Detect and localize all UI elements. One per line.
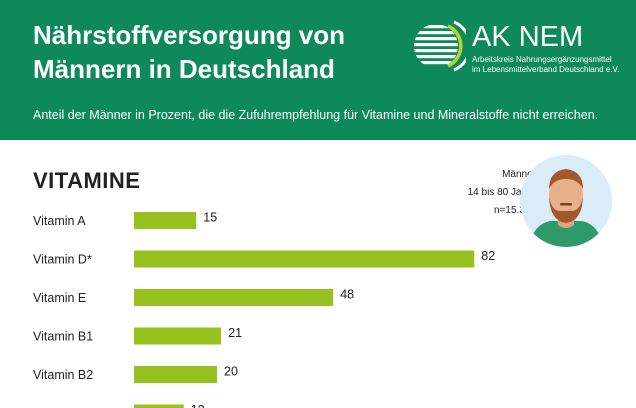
- value-label: 15: [203, 211, 217, 225]
- logo-subline-2: im Lebensmittelverband Deutschland e.V.: [472, 65, 620, 74]
- category-label: Vitamin B2: [33, 368, 93, 382]
- header-banner: Nährstoffversorgung von Männern in Deuts…: [0, 0, 636, 140]
- man-avatar-icon: [520, 155, 612, 247]
- sample-group: Männer: [502, 169, 536, 180]
- bar: [134, 327, 222, 345]
- title-line-1: Nährstoffversorgung von: [33, 20, 346, 50]
- bar: [134, 404, 184, 408]
- logo-subline-1: Arbeitskreis Nahrungsergänzungsmittel: [472, 55, 612, 64]
- sample-size: n=15.371: [494, 205, 536, 216]
- category-label: Vitamin E: [33, 291, 86, 305]
- sample-age: 14 bis 80 Jahre: [467, 187, 536, 198]
- logo-name: AK NEM: [472, 21, 584, 53]
- bar: [134, 250, 475, 268]
- bar: [134, 289, 334, 306]
- sample-info: Männer 14 bis 80 Jahre n=15.371: [468, 166, 536, 220]
- chart-title: VITAMINE: [33, 168, 141, 193]
- ak-nem-logo-mark-icon: [414, 20, 466, 72]
- value-label: 82: [481, 249, 495, 263]
- value-label: 48: [340, 288, 354, 302]
- bar: [134, 366, 217, 383]
- category-label: Vitamin A: [33, 214, 86, 228]
- title-line-2: Männern in Deutschland: [33, 54, 335, 84]
- page-subtitle: Anteil der Männer in Prozent, die die Zu…: [33, 108, 599, 122]
- page-title: Nährstoffversorgung von Männern in Deuts…: [33, 18, 393, 86]
- value-label: 21: [228, 326, 242, 340]
- category-label: Vitamin D*: [33, 253, 92, 267]
- category-label: Vitamin B1: [33, 330, 93, 344]
- bar: [134, 212, 197, 229]
- value-label: 20: [224, 365, 238, 379]
- category-label: Vitamin B6: [33, 407, 93, 408]
- value-label: 12: [191, 403, 205, 408]
